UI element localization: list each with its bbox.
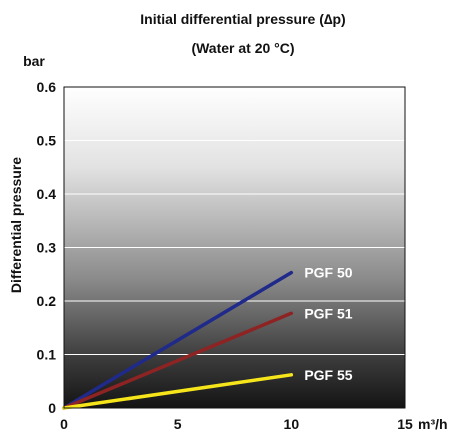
- y-tick-label: 0.5: [37, 133, 57, 149]
- y-tick-label: 0.4: [37, 186, 57, 202]
- x-tick-label: 15: [397, 416, 413, 432]
- x-tick-label: 10: [284, 416, 300, 432]
- series-label: PGF 55: [304, 367, 352, 383]
- y-tick-label: 0.1: [37, 347, 57, 363]
- x-tick-label: 5: [174, 416, 182, 432]
- series-line-pgf-51: [62, 311, 294, 410]
- series-line-pgf-55: [62, 373, 294, 410]
- x-tick-label: 0: [60, 416, 68, 432]
- x-tick-labels: 0 5 10 15 m³/h: [60, 416, 447, 432]
- series-label: PGF 50: [304, 265, 352, 281]
- plot-border: [63, 86, 406, 409]
- y-tick-label: 0.3: [37, 240, 57, 256]
- series-line-pgf-50: [62, 270, 294, 410]
- y-tick-labels: 0 0.1 0.2 0.3 0.4 0.5 0.6: [37, 79, 57, 416]
- y-tick-label: 0.2: [37, 293, 57, 309]
- grid: [64, 140, 405, 355]
- chart-title: Initial differential pressure (∆p): [140, 11, 345, 27]
- chart-subtitle: (Water at 20 °C): [191, 40, 294, 56]
- series-lines: [62, 270, 294, 410]
- y-tick-label: 0.6: [37, 79, 57, 95]
- series-label: PGF 51: [304, 305, 352, 321]
- y-axis-label: Differential pressure: [8, 157, 24, 293]
- y-tick-label: 0: [48, 400, 56, 416]
- series-labels: PGF 50 PGF 51 PGF 55: [304, 265, 352, 383]
- x-unit-label: m³/h: [418, 416, 448, 432]
- y-unit-label: bar: [23, 53, 45, 69]
